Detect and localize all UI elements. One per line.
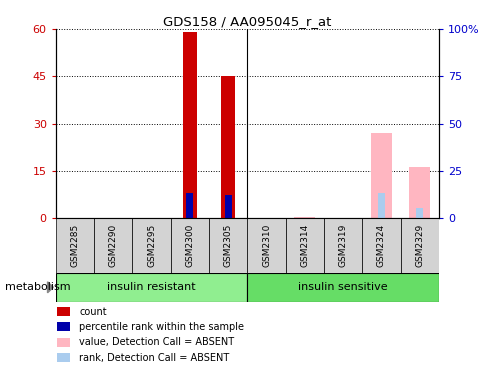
Bar <box>415 208 423 218</box>
Bar <box>170 218 209 273</box>
Text: GSM2324: GSM2324 <box>376 224 385 267</box>
Text: rank, Detection Call = ABSENT: rank, Detection Call = ABSENT <box>79 353 229 363</box>
Text: GSM2314: GSM2314 <box>300 224 309 267</box>
Bar <box>400 218 438 273</box>
Bar <box>408 167 429 218</box>
Text: count: count <box>79 307 106 317</box>
Text: GSM2329: GSM2329 <box>414 224 424 267</box>
Bar <box>370 133 391 218</box>
Bar <box>57 353 70 362</box>
Bar <box>247 273 438 302</box>
Bar <box>57 307 70 316</box>
Bar <box>221 76 234 218</box>
Bar <box>285 218 323 273</box>
Bar <box>247 218 285 273</box>
Text: GSM2295: GSM2295 <box>147 224 156 267</box>
Bar <box>132 218 170 273</box>
Bar <box>94 218 132 273</box>
Bar <box>362 218 400 273</box>
Text: GSM2310: GSM2310 <box>261 224 271 267</box>
Bar <box>224 195 231 218</box>
Text: GSM2290: GSM2290 <box>108 224 118 267</box>
Text: value, Detection Call = ABSENT: value, Detection Call = ABSENT <box>79 337 234 347</box>
Text: insulin sensitive: insulin sensitive <box>298 282 387 292</box>
Bar <box>323 218 362 273</box>
Text: GSM2300: GSM2300 <box>185 224 194 267</box>
Text: insulin resistant: insulin resistant <box>107 282 196 292</box>
Bar <box>294 217 315 218</box>
Text: metabolism: metabolism <box>5 282 70 292</box>
Title: GDS158 / AA095045_r_at: GDS158 / AA095045_r_at <box>163 15 331 28</box>
Bar <box>377 193 384 218</box>
Bar <box>57 338 70 347</box>
Bar <box>209 218 247 273</box>
Text: GSM2305: GSM2305 <box>223 224 232 267</box>
Text: GSM2285: GSM2285 <box>70 224 79 267</box>
Text: percentile rank within the sample: percentile rank within the sample <box>79 322 243 332</box>
Bar <box>56 273 247 302</box>
Bar <box>186 193 193 218</box>
Bar <box>56 218 94 273</box>
Text: GSM2319: GSM2319 <box>338 224 347 267</box>
Bar <box>57 322 70 332</box>
Bar <box>183 33 196 218</box>
